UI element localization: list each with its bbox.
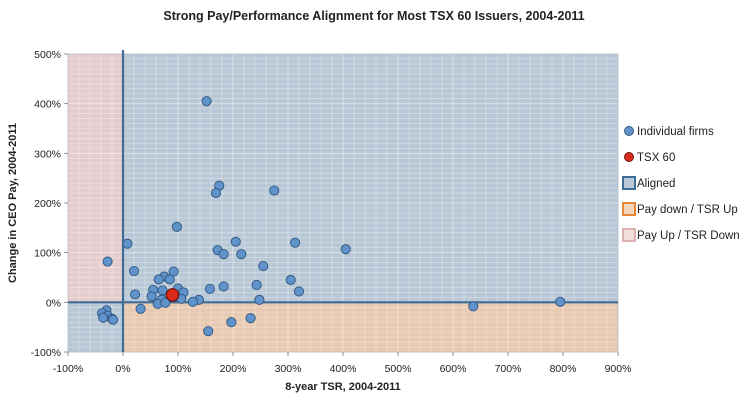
firm-point [230,236,241,247]
x-tick-label: 300% [275,363,302,375]
legend: Individual firms TSX 60 Aligned Pay down / … [622,126,740,242]
firm-point [340,244,351,255]
region-0 [123,54,618,303]
x-tick-label: -100% [53,363,83,375]
x-tick-label: 0% [115,363,130,375]
x-axis-label: 8-year TSR, 2004-2011 [285,381,401,393]
firm-point [122,238,133,249]
y-tick-label: 300% [34,148,61,160]
y-tick-label: 0% [46,297,61,309]
legend-label-3: Pay down / TSR Up [637,204,738,216]
firm-point [128,265,140,277]
firm-point [153,274,164,285]
legend-label-2: Aligned [637,178,675,190]
x-tick-label: 400% [330,363,357,375]
x-tick-label: 900% [605,363,632,375]
legend-marker-0 [624,126,634,136]
firm-point [218,249,229,260]
quadrant-regions [68,54,618,352]
firm-point [102,256,113,267]
firm-point [218,281,229,292]
data-points [97,96,566,337]
firm-point [293,286,305,297]
x-tick-label: 800% [550,363,577,375]
firm-point [146,291,157,302]
y-tick-label: 100% [34,248,61,260]
y-tick-label: 400% [34,99,61,111]
x-tick-labels: -100% 0% 100% 200% 300% 400% 500% 600% 700% 800% 9… [53,352,632,375]
firm-point [258,261,269,272]
firm-point [135,303,146,314]
x-tick-label: 600% [440,363,467,375]
firm-point [108,314,119,325]
firm-point [164,274,175,285]
firm-point [254,294,265,305]
firm-point [204,283,215,294]
legend-label-1: TSX 60 [637,152,675,164]
firm-point [187,296,198,307]
x-tick-label: 700% [495,363,522,375]
legend-label-0: Individual firms [637,126,714,138]
y-axis-label: Change in CEO Pay, 2004-2011 [7,123,19,283]
firm-point [285,274,296,286]
firm-point [130,289,141,300]
legend-marker-2 [622,176,636,190]
firm-point [251,279,262,291]
region-3 [68,54,123,303]
firm-point [203,326,214,337]
firm-point [245,313,256,324]
firm-point [290,237,301,248]
firm-point [160,297,171,308]
firm-point [171,221,182,232]
x-tick-label: 200% [220,363,247,375]
firm-point [210,188,221,199]
firm-point [98,312,109,323]
gridlines [67,53,619,353]
legend-marker-1 [624,152,634,162]
y-tick-label: 500% [34,49,61,61]
region-1 [68,302,123,352]
firm-point [236,249,247,260]
firm-point [468,301,479,312]
y-tick-label: -100% [31,347,61,359]
y-tick-label: 200% [34,198,61,210]
firm-point [201,96,212,107]
firm-point [226,317,237,328]
legend-marker-3 [622,202,636,216]
x-tick-label: 500% [385,363,412,375]
firm-point [555,296,566,307]
firm-point [168,266,179,277]
legend-label-4: Pay Up / TSR Down [637,230,740,242]
x-tick-label: 100% [165,363,192,375]
chart-title: Strong Pay/Performance Alignment for Mos… [163,9,585,23]
tsx60-point [165,288,180,302]
legend-marker-4 [622,228,636,242]
y-tick-labels: -100% 0% 100% 200% 300% 400% 500% [31,49,68,359]
firm-point [269,185,280,196]
